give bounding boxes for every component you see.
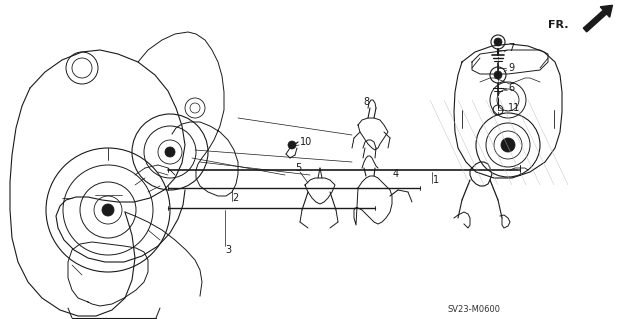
Text: 11: 11 (508, 103, 520, 113)
Text: 8: 8 (363, 97, 369, 107)
Text: 2: 2 (232, 193, 238, 203)
Circle shape (501, 138, 515, 152)
Circle shape (165, 147, 175, 157)
Text: 1: 1 (433, 175, 439, 185)
Text: 3: 3 (225, 245, 231, 255)
Text: 7: 7 (508, 43, 515, 53)
Text: FR.: FR. (548, 20, 568, 30)
Circle shape (494, 71, 502, 79)
Text: 5: 5 (295, 163, 301, 173)
Text: 10: 10 (300, 137, 312, 147)
Text: 9: 9 (508, 63, 514, 73)
Circle shape (102, 204, 114, 216)
Text: SV23-M0600: SV23-M0600 (448, 306, 501, 315)
Circle shape (494, 38, 502, 46)
FancyArrow shape (583, 5, 612, 32)
Text: 4: 4 (393, 169, 399, 179)
Text: 6: 6 (508, 83, 514, 93)
Circle shape (288, 141, 296, 149)
